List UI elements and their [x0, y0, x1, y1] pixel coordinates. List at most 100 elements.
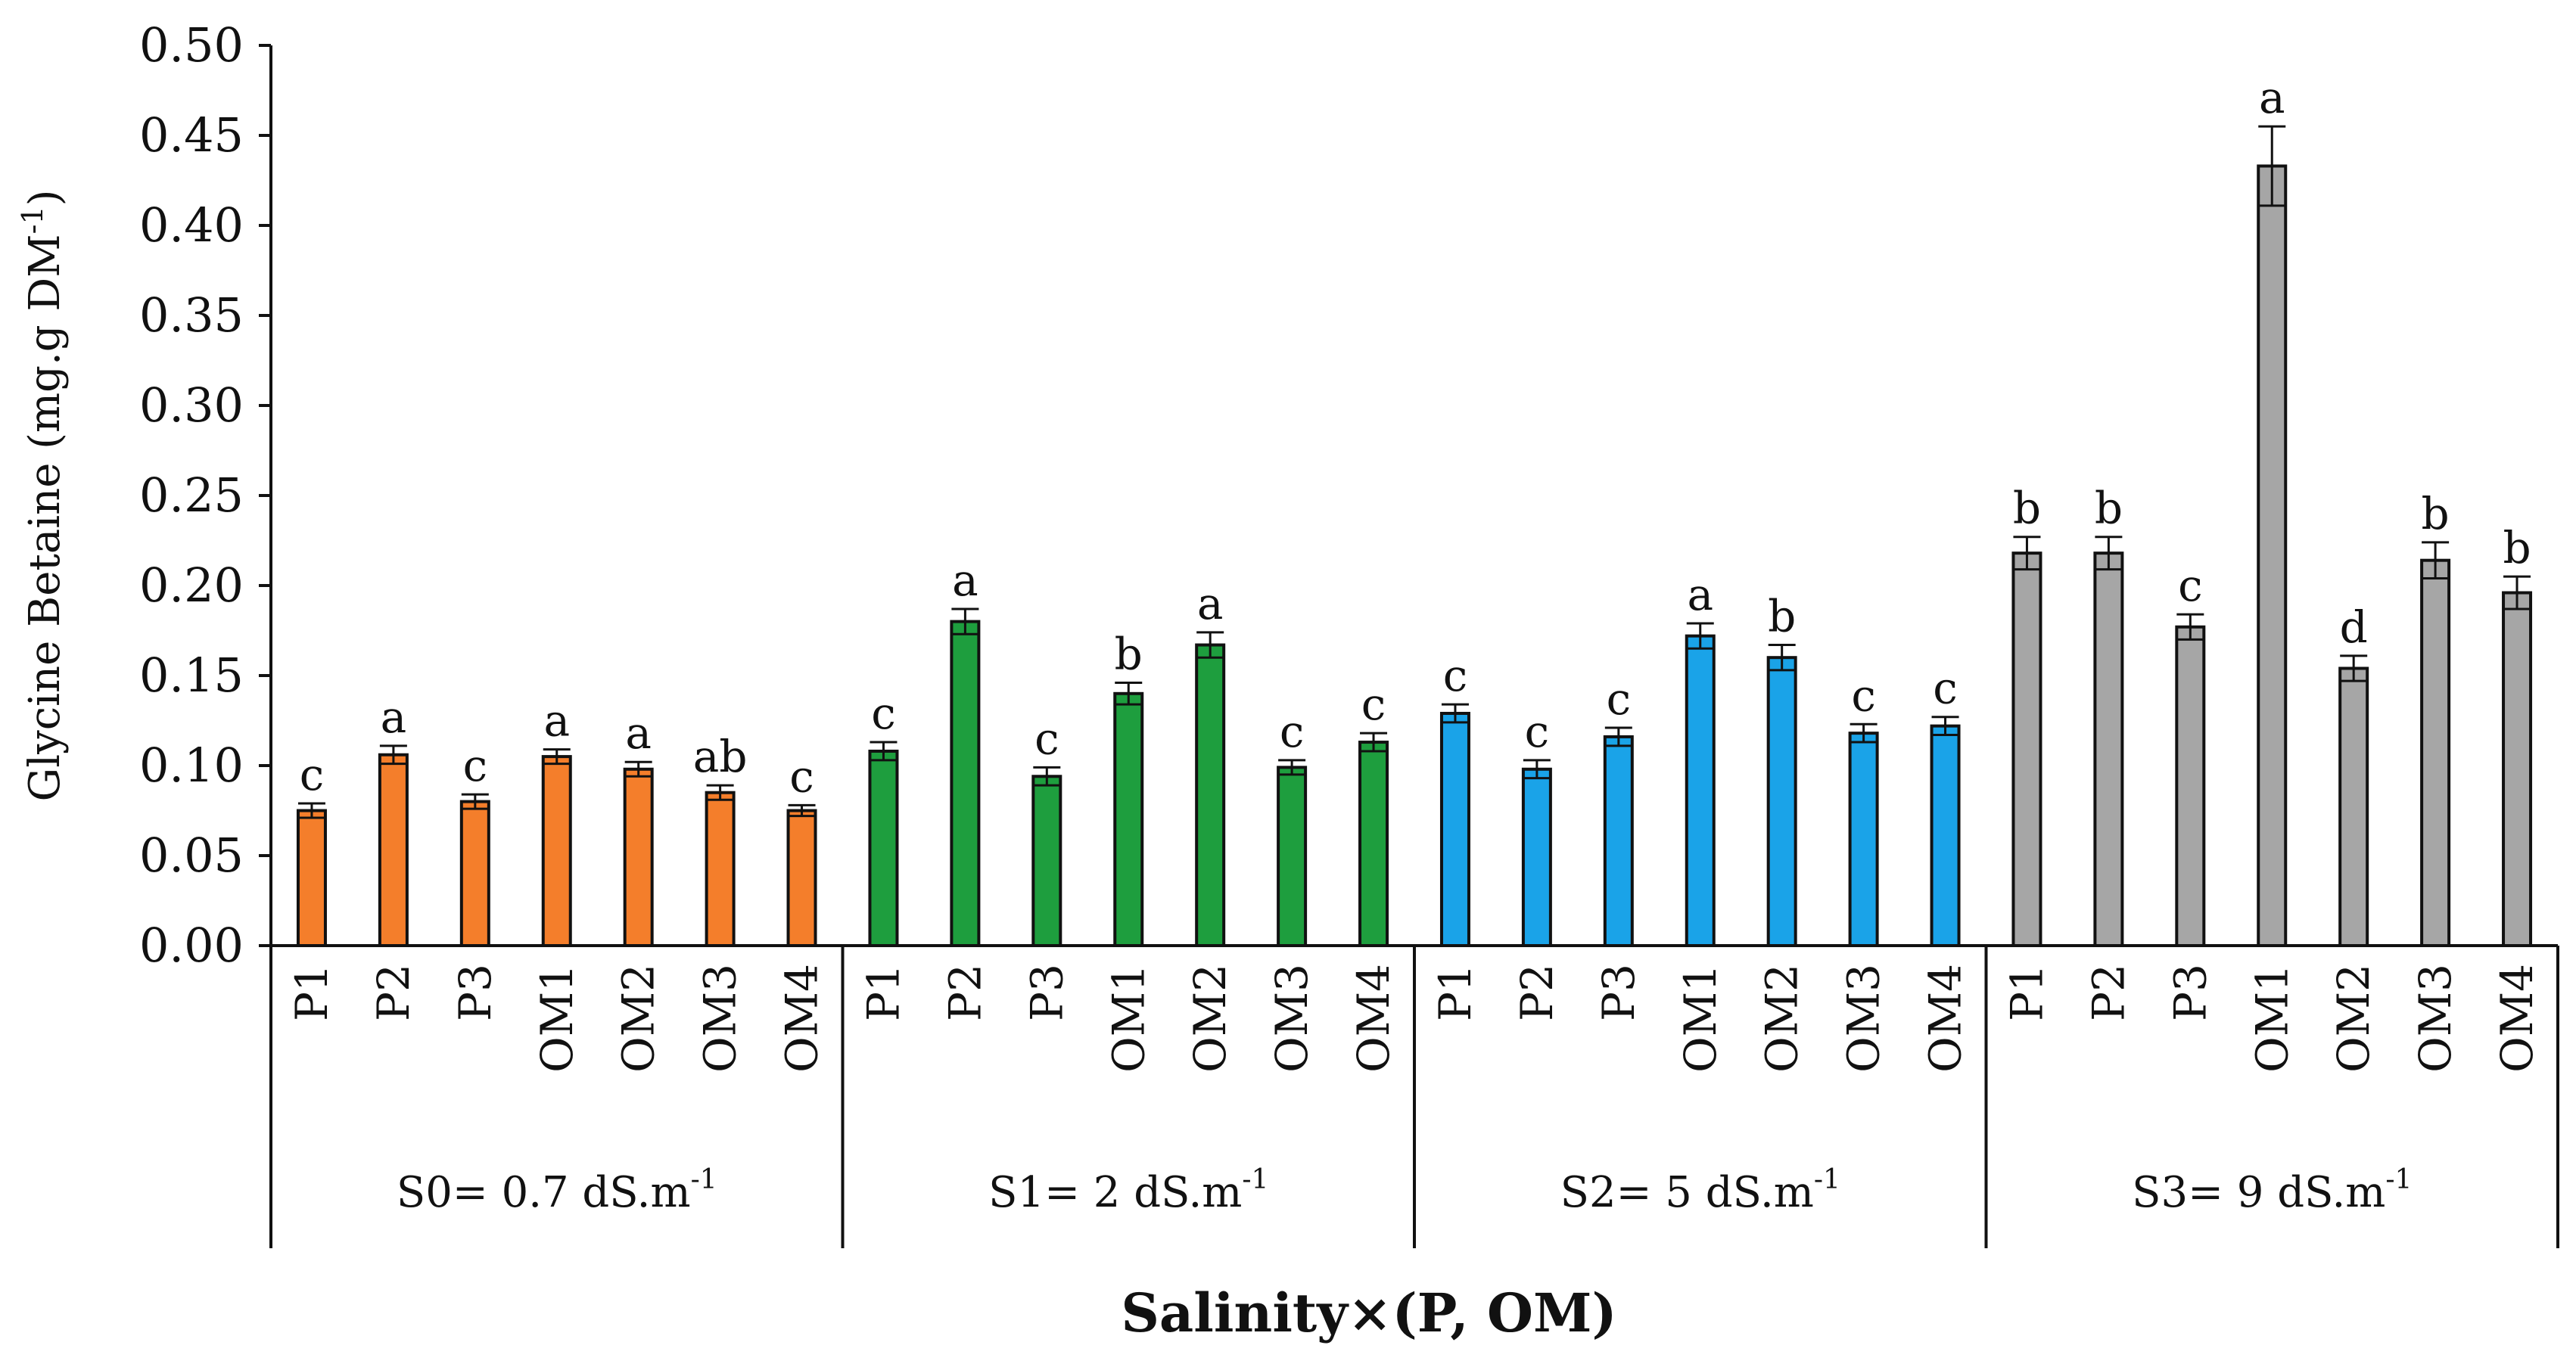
- y-axis-title-text: Glycine Betaine (mg.g DM-1): [16, 189, 70, 801]
- category-label: P2: [368, 964, 419, 1021]
- bar-2-OM4: [1930, 724, 1961, 947]
- significance-letter: c: [1851, 670, 1875, 721]
- group-label-0: S0= 0.7 dS.m-1: [397, 1164, 717, 1217]
- significance-letter: c: [1361, 679, 1386, 730]
- y-axis-title-main: Glycine Betaine (mg.g DM: [20, 234, 70, 801]
- significance-letter: a: [625, 707, 652, 759]
- category-label: OM4: [776, 964, 828, 1073]
- category-label: OM1: [2246, 964, 2298, 1073]
- y-axis-title: Glycine Betaine (mg.g DM-1): [16, 189, 70, 801]
- category-label: OM2: [1184, 964, 1236, 1073]
- category-label: OM3: [1838, 964, 1890, 1073]
- category-label: OM4: [1348, 964, 1399, 1073]
- significance-letter: c: [1443, 650, 1467, 701]
- significance-letter: c: [1280, 706, 1304, 757]
- significance-letter: d: [2340, 601, 2368, 653]
- y-tick-label: 0.35: [139, 287, 244, 343]
- category-label: P3: [1593, 964, 1644, 1021]
- category-label: OM3: [2410, 964, 2461, 1073]
- significance-letter: c: [1933, 663, 1957, 714]
- category-label: OM3: [1266, 964, 1318, 1073]
- significance-letter: c: [1525, 706, 1549, 757]
- significance-letter: a: [381, 691, 407, 743]
- category-label: OM2: [1756, 964, 1808, 1073]
- group-label-2: S2= 5 dS.m-1: [1560, 1164, 1840, 1217]
- bar-0-OM2: [623, 767, 654, 948]
- category-label: P1: [2001, 964, 2052, 1021]
- significance-letter: b: [1115, 629, 1143, 680]
- category-label: P2: [2083, 964, 2134, 1021]
- category-label: OM4: [1920, 964, 1971, 1073]
- significance-letter: a: [1197, 578, 1224, 629]
- bar-3-OM4: [2502, 591, 2533, 948]
- group-label-main: S0= 0.7 dS.m: [397, 1168, 691, 1217]
- axes: 0.00 0.05 0.10 0.15 0.20 0.25 0.30 0.35 0.40 0.45…: [139, 17, 2559, 1248]
- group-label-superscript: -1: [1814, 1164, 1840, 1195]
- significance-letter: b: [1768, 591, 1796, 642]
- y-tick-label: 0.45: [139, 107, 244, 163]
- category-label: P2: [939, 964, 991, 1021]
- category-label: OM2: [2328, 964, 2379, 1073]
- group-label-main: S3= 9 dS.m: [2132, 1168, 2385, 1217]
- bar-2-P1: [1439, 711, 1470, 947]
- significance-letter: b: [2095, 483, 2123, 534]
- category-label: P1: [1430, 964, 1481, 1021]
- significance-letter: b: [2013, 483, 2041, 534]
- bar-2-OM3: [1848, 732, 1879, 947]
- y-tick-label: 0.15: [139, 648, 244, 703]
- y-axis-title-close: ): [20, 189, 70, 206]
- bar-2-OM1: [1685, 634, 1716, 947]
- group-label-3: S3= 9 dS.m-1: [2132, 1164, 2412, 1217]
- category-label: OM4: [2491, 964, 2543, 1073]
- bar-1-OM2: [1195, 643, 1226, 947]
- y-tick-label: 0.10: [139, 738, 244, 793]
- category-label: OM1: [531, 964, 583, 1073]
- y-tick-label: 0.30: [139, 377, 244, 433]
- significance-letter: c: [1607, 673, 1631, 725]
- category-label: P1: [857, 964, 909, 1021]
- significance-letter: b: [2503, 522, 2531, 573]
- x-axis-title: Salinity×(P, OM): [1121, 1282, 1616, 1344]
- bar-1-OM4: [1358, 741, 1389, 947]
- category-label: OM1: [1675, 964, 1726, 1073]
- group-label-main: S1= 2 dS.m: [988, 1168, 1242, 1217]
- group-label-main: S2= 5 dS.m: [1560, 1168, 1814, 1217]
- bar-3-P1: [2011, 551, 2042, 947]
- group-label-superscript: -1: [691, 1164, 717, 1195]
- y-tick-label: 0.00: [139, 918, 244, 973]
- bar-1-P2: [950, 620, 981, 947]
- x-category-labels: P1 P2 P3 OM1 OM2 OM3 OM4 P1 P2 P3 OM1 OM2 OM3 OM4 P1 P2…: [286, 964, 2543, 1073]
- significance-letter: a: [543, 695, 570, 747]
- category-label: P3: [450, 964, 501, 1021]
- significance-letter: b: [2422, 488, 2450, 539]
- significance-letter: c: [463, 740, 487, 791]
- significance-letter: c: [871, 688, 895, 739]
- category-label: OM1: [1103, 964, 1154, 1073]
- y-tick-label: 0.05: [139, 828, 244, 883]
- category-label: P2: [1511, 964, 1563, 1021]
- bar-2-P3: [1603, 735, 1634, 947]
- x-group-labels: S0= 0.7 dS.m-1 S1= 2 dS.m-1 S2= 5 dS.m-1 S3…: [397, 1164, 2413, 1217]
- bar-3-P2: [2093, 551, 2124, 947]
- bar-0-P2: [378, 753, 409, 947]
- group-label-superscript: -1: [2385, 1164, 2412, 1195]
- bar-3-OM2: [2338, 666, 2369, 947]
- significance-letter: c: [300, 749, 324, 800]
- y-tick-label: 0.25: [139, 468, 244, 523]
- group-label-superscript: -1: [1242, 1164, 1268, 1195]
- category-label: P3: [2164, 964, 2216, 1021]
- significance-letter: ab: [693, 731, 748, 782]
- significance-letter: a: [952, 555, 978, 606]
- category-label: OM2: [613, 964, 664, 1073]
- bar-1-P3: [1031, 775, 1062, 948]
- bar-0-P3: [459, 800, 490, 947]
- significance-letter: a: [1687, 569, 1713, 620]
- bar-2-OM2: [1766, 656, 1797, 947]
- bar-3-OM1: [2257, 164, 2288, 948]
- bar-0-OM4: [786, 809, 817, 947]
- bar-0-P1: [296, 809, 327, 947]
- y-tick-label: 0.40: [139, 197, 244, 253]
- y-axis-title-superscript: -1: [16, 206, 49, 234]
